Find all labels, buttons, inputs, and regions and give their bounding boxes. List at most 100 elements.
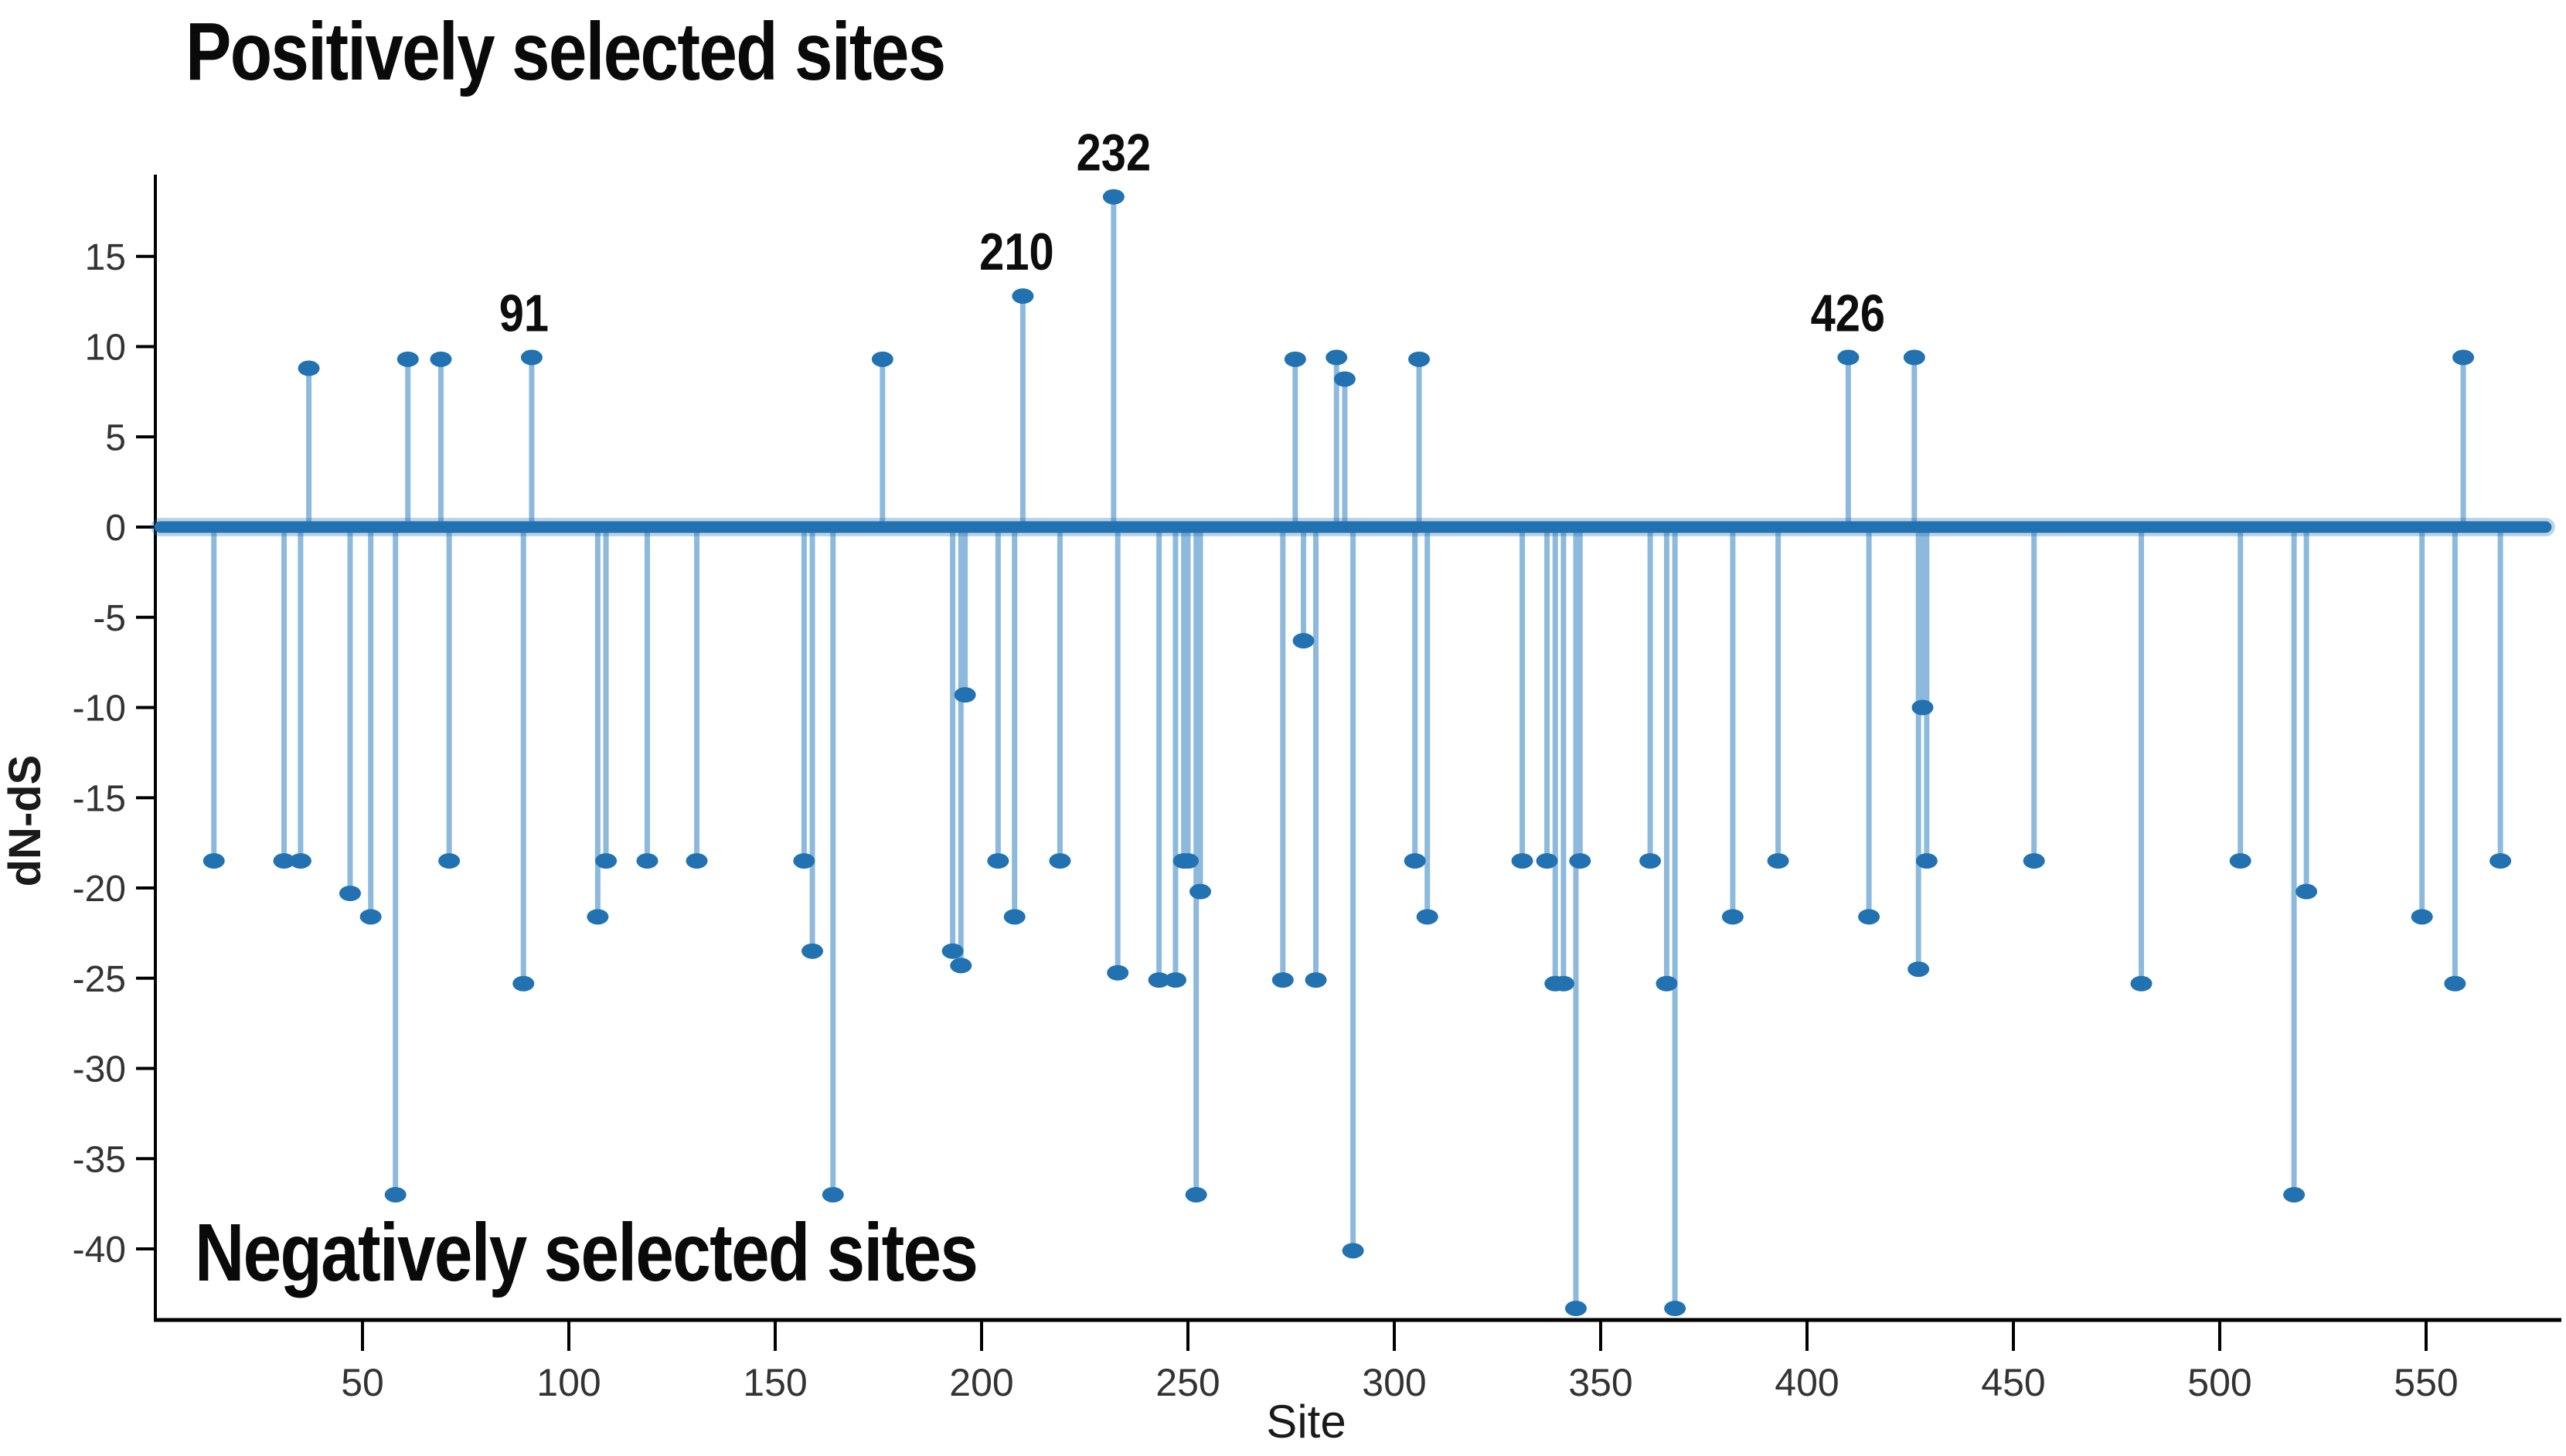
data-point-marker [1903,349,1925,366]
data-point-marker [1416,909,1438,925]
negative-sites-title: Negatively selected sites [195,1207,978,1298]
data-point-marker [1907,961,1930,978]
data-point-marker [1536,852,1558,869]
x-tick-label: 50 [341,1361,384,1404]
data-point-marker [1148,972,1170,988]
data-point-marker [1284,351,1306,367]
data-point-marker [1564,1301,1587,1317]
site-annotation: 232 [1077,124,1151,182]
data-point-marker [273,852,295,869]
data-point-marker [2229,852,2251,869]
data-point-marker [384,1186,407,1203]
data-point-marker [339,886,361,902]
data-point-marker [1404,852,1426,869]
y-tick-label: -30 [73,1049,126,1090]
data-point-marker [1656,975,1678,992]
data-point-marker [1911,699,1934,716]
data-point-marker [871,351,893,367]
y-tick-label: -15 [73,778,126,819]
y-axis-label: dN-dS [0,755,50,887]
data-point-marker [298,360,320,376]
data-point-marker [1837,349,1860,366]
y-tick-label: 0 [105,508,126,549]
data-point-marker [2452,349,2475,366]
data-point-marker [801,943,824,959]
data-point-marker [359,909,382,925]
data-point-marker [1552,975,1574,992]
data-point-marker [520,349,543,366]
site-annotation: 91 [499,284,549,342]
x-tick-label: 200 [949,1361,1013,1404]
data-point-marker [941,943,964,959]
data-point-marker [2489,852,2512,869]
data-point-marker [289,852,311,869]
x-tick-label: 550 [2394,1361,2458,1404]
site-annotation: 426 [1811,284,1885,342]
x-tick-label: 100 [536,1361,601,1404]
data-point-marker [202,852,225,869]
data-point-marker [1271,972,1294,988]
y-tick-label: 5 [105,417,126,458]
x-tick-label: 250 [1155,1361,1220,1404]
data-point-marker [686,852,708,869]
data-point-marker [1003,909,1026,925]
data-point-marker [2283,1186,2306,1203]
data-point-marker [636,852,659,869]
data-point-marker [1721,909,1744,925]
data-point-marker [1305,972,1327,988]
data-point-marker [1164,972,1186,988]
data-point-marker [822,1186,844,1203]
data-point-marker [1107,964,1129,981]
y-tick-label: -10 [73,689,126,730]
data-point-marker [1012,288,1034,304]
data-point-marker [1511,852,1533,869]
data-point-marker [1342,1243,1364,1259]
x-tick-label: 450 [1981,1361,2045,1404]
data-point-marker [987,852,1009,869]
data-point-marker [2295,883,2318,900]
data-point-marker [1326,349,1348,366]
x-tick-label: 500 [2187,1361,2251,1404]
data-point-marker [587,909,609,925]
positive-sites-title: Positively selected sites [185,6,946,97]
data-point-marker [1915,852,1938,869]
data-point-marker [2130,975,2153,992]
data-point-marker [1664,1301,1686,1317]
x-tick-label: 350 [1568,1361,1632,1404]
data-point-marker [1408,351,1431,367]
data-point-marker [595,852,618,869]
data-point-marker [1858,909,1880,925]
data-point-marker [2444,975,2466,992]
y-tick-label: 15 [85,237,126,278]
data-point-marker [2411,909,2433,925]
data-point-marker [1333,371,1356,387]
data-point-marker [1049,852,1071,869]
data-point-marker [950,958,972,974]
data-point-marker [1189,883,1212,900]
data-point-marker [1185,1186,1207,1203]
data-point-marker [1569,852,1591,869]
data-point-marker [1292,633,1315,649]
x-tick-label: 150 [743,1361,807,1404]
y-tick-label: -35 [73,1139,126,1180]
y-tick-label: -20 [73,869,126,910]
x-axis-label: Site [1266,1396,1346,1447]
data-point-marker [438,852,461,869]
y-tick-label: -25 [73,959,126,1000]
data-point-marker [430,351,452,367]
data-point-marker [1767,852,1789,869]
y-tick-label: -40 [73,1230,126,1271]
data-point-marker [1102,189,1125,205]
data-point-marker [2023,852,2045,869]
data-point-marker [1177,852,1199,869]
site-annotation: 210 [979,223,1053,281]
data-point-marker [954,687,976,703]
data-point-marker [396,351,419,367]
y-tick-label: 10 [85,328,126,369]
data-point-marker [1639,852,1662,869]
y-tick-label: -5 [93,598,126,639]
x-tick-label: 300 [1362,1361,1426,1404]
